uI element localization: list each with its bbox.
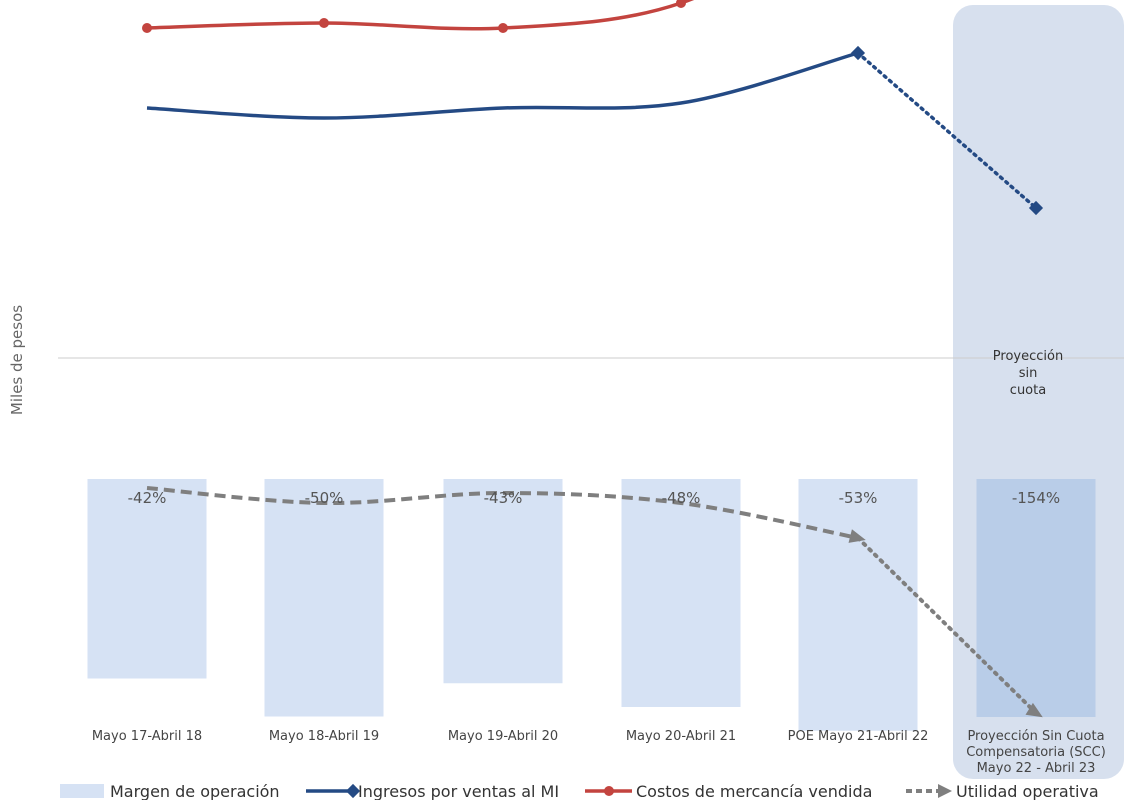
y-axis-label: Miles de pesos	[8, 305, 26, 415]
utilidad-arrow	[848, 529, 866, 543]
ingresos-point	[850, 45, 866, 61]
legend-label-costos: Costos de mercancía vendida	[636, 782, 872, 800]
margin-data-label: -53%	[839, 489, 878, 507]
legend-label-margen: Margen de operación	[110, 782, 280, 800]
category-label: Compensatoria (SCC)	[966, 745, 1106, 760]
costos-point	[676, 0, 686, 8]
projection-label: Proyección	[993, 349, 1063, 364]
category-label: Mayo 17-Abril 18	[92, 729, 202, 744]
margin-bar	[264, 479, 384, 717]
category-label: Mayo 18-Abril 19	[269, 729, 379, 744]
costos-point	[319, 18, 329, 28]
margin-bar	[621, 479, 741, 707]
margin-data-label: -50%	[305, 489, 344, 507]
costos-point	[142, 23, 152, 33]
category-label: Proyección Sin Cuota	[967, 729, 1104, 744]
costos-point	[498, 23, 508, 33]
margin-data-label: -43%	[484, 489, 523, 507]
utilidad-arrow	[1025, 702, 1043, 718]
category-label: Mayo 22 - Abril 23	[977, 761, 1096, 776]
legend-label-utilidad: Utilidad operativa	[956, 782, 1099, 800]
margin-data-label: -154%	[1012, 489, 1060, 507]
category-label: Mayo 19-Abril 20	[448, 729, 558, 744]
margin-data-label: -42%	[128, 489, 167, 507]
margin-bar	[87, 479, 207, 679]
legend-swatch-margen	[60, 784, 104, 798]
legend-marker-costos	[604, 786, 614, 796]
utilidad-line	[146, 486, 859, 540]
category-label: Mayo 20-Abril 21	[626, 729, 736, 744]
ingresos-line	[146, 51, 859, 120]
margin-data-label: -48%	[662, 489, 701, 507]
legend-marker-ingresos	[345, 783, 361, 799]
projection-label: sin	[1019, 366, 1038, 381]
ingresos-point	[1028, 200, 1044, 216]
projection-label: cuota	[1010, 383, 1046, 398]
margin-bar	[443, 479, 563, 684]
category-label: POE Mayo 21-Abril 22	[788, 729, 929, 744]
margin-bar	[798, 479, 918, 731]
margin-bar	[976, 479, 1096, 717]
ingresos-projection-line	[856, 51, 1038, 210]
legend-label-ingresos: Ingresos por ventas al MI	[358, 782, 559, 800]
legend-marker-utilidad	[938, 784, 952, 798]
